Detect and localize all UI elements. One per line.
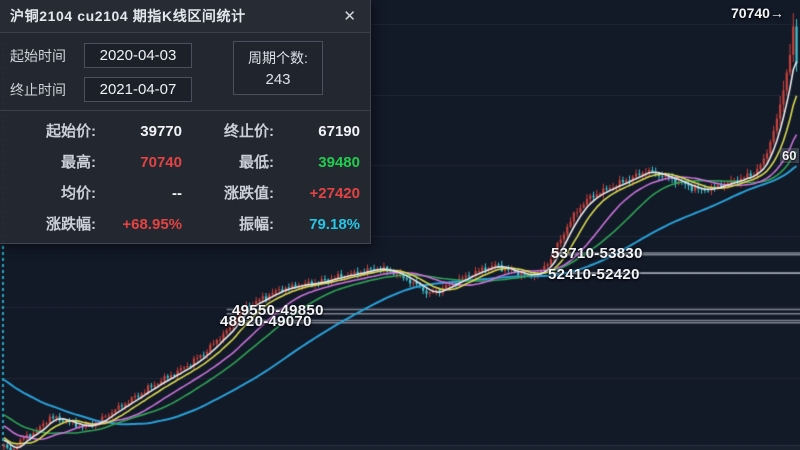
stats-grid: 起始价: 39770 终止价: 67190 最高: 70740 最低: 3948… [0, 111, 370, 240]
stat-label: 最高: [61, 154, 96, 171]
stat-label: 振幅: [239, 216, 274, 233]
gap-zone-label: 48920-49070 [220, 313, 312, 330]
stat-value: +68.95% [122, 216, 182, 233]
stat-label: 涨跌值: [224, 185, 274, 202]
stat-label: 起始价: [46, 123, 96, 140]
stat-value: +27420 [309, 185, 360, 202]
gap-zone-label: 49550-49850 [232, 302, 324, 319]
stat-value: 39480 [318, 154, 360, 171]
gap-zone-label: 52410-52420 [548, 266, 640, 283]
time-fields: 起始时间 2020-04-03 终止时间 2021-04-07 周期个数: 24… [0, 33, 370, 110]
start-time-input[interactable]: 2020-04-03 [84, 43, 192, 68]
panel-title-bar: 沪铜2104 cu2104 期指K线区间统计 ✕ [0, 0, 370, 33]
stat-value: -- [172, 185, 182, 202]
panel-title: 沪铜2104 cu2104 期指K线区间统计 [10, 8, 246, 24]
end-time-input[interactable]: 2021-04-07 [84, 77, 192, 102]
stat-label: 终止价: [224, 123, 274, 140]
kline-range-stats-panel: 沪铜2104 cu2104 期指K线区间统计 ✕ 起始时间 2020-04-03… [0, 0, 371, 244]
close-icon[interactable]: ✕ [343, 7, 356, 25]
stat-value: 70740 [140, 154, 182, 171]
period-count-label: 周期个数: [248, 50, 308, 66]
end-time-label: 终止时间 [10, 81, 66, 98]
gap-zone-label: 53710-53830 [551, 245, 643, 262]
stat-value: 67190 [318, 123, 360, 140]
highest-price-marker: 70740→ [731, 5, 784, 21]
right-edge-price-label: 60 [780, 148, 800, 163]
stat-label: 均价: [61, 185, 96, 202]
period-count-box: 周期个数: 243 [233, 41, 323, 95]
panel-divider [0, 110, 370, 111]
period-count-value: 243 [265, 71, 291, 88]
stat-value: 39770 [140, 123, 182, 140]
start-time-label: 起始时间 [10, 47, 66, 64]
stat-value: 79.18% [309, 216, 360, 233]
stat-label: 最低: [239, 154, 274, 171]
stat-label: 涨跌幅: [46, 216, 96, 233]
